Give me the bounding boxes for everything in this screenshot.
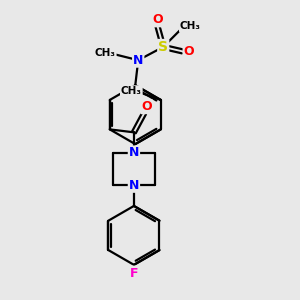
Text: F: F xyxy=(130,267,138,280)
Text: CH₃: CH₃ xyxy=(180,21,201,31)
Text: N: N xyxy=(129,179,139,192)
Text: N: N xyxy=(133,54,143,67)
Text: O: O xyxy=(184,45,194,58)
Text: S: S xyxy=(158,40,168,54)
Text: N: N xyxy=(129,146,139,159)
Text: O: O xyxy=(141,100,152,113)
Text: O: O xyxy=(152,14,163,26)
Text: CH₃: CH₃ xyxy=(95,48,116,58)
Text: CH₃: CH₃ xyxy=(121,86,142,96)
